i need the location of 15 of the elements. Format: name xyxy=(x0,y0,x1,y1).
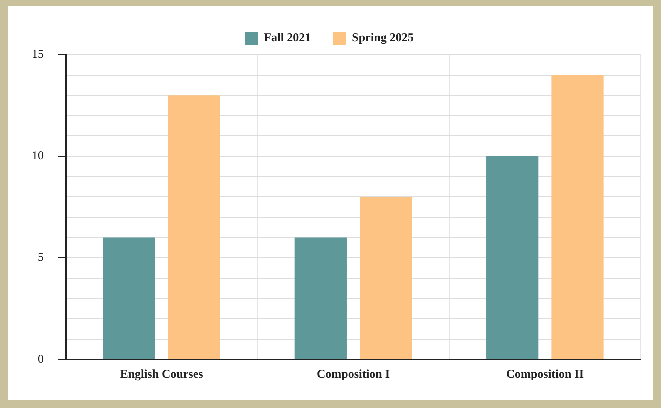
bar xyxy=(103,238,156,360)
y-tick-label: 10 xyxy=(32,148,44,163)
bar xyxy=(552,75,604,360)
legend-label: Spring 2025 xyxy=(352,30,414,45)
bar xyxy=(486,156,539,360)
bar xyxy=(168,96,220,360)
x-tick-label: Composition I xyxy=(316,366,390,381)
x-tick-label: Composition II xyxy=(506,366,584,381)
bar xyxy=(360,197,412,360)
y-tick-label: 0 xyxy=(38,352,44,366)
legend-label: Fall 2021 xyxy=(264,30,312,45)
x-tick-label: English Courses xyxy=(120,366,204,381)
bar xyxy=(294,238,347,360)
y-tick-label: 15 xyxy=(32,47,44,62)
y-tick-label: 5 xyxy=(38,250,44,264)
